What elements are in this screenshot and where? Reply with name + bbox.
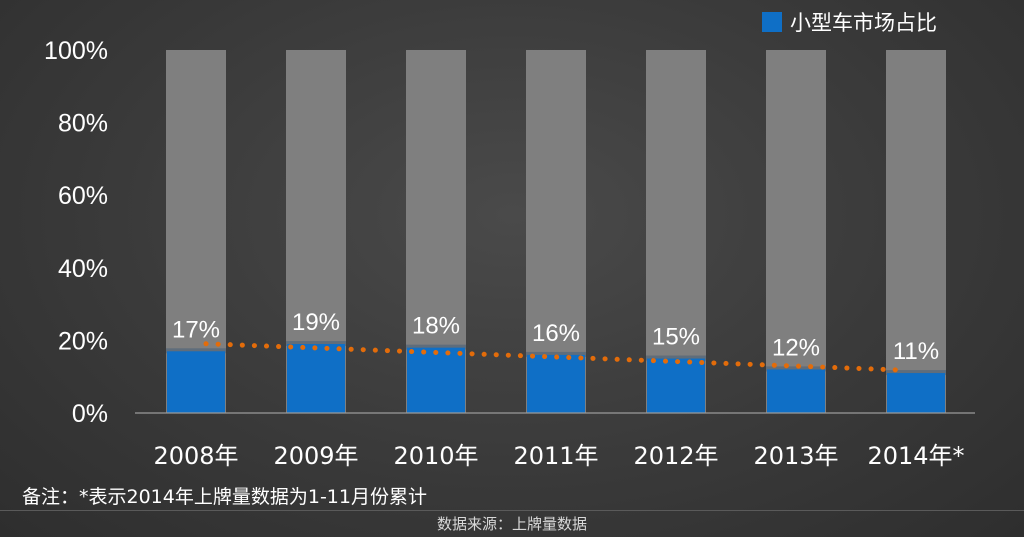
x-axis-ticks: 2008年 2009年 2010年 2011年 2012年 2013年 2014年* [153, 442, 964, 470]
x-tick-label: 2011年 [513, 442, 598, 470]
bar [407, 348, 465, 413]
bar [287, 344, 345, 413]
legend-label: 小型车市场占比 [790, 11, 937, 35]
bar [527, 355, 585, 413]
x-tick-label: 2010年 [393, 442, 478, 470]
y-tick-label: 100% [44, 37, 108, 65]
bar [887, 373, 945, 413]
x-tick-label: 2012年 [633, 442, 718, 470]
data-label: 17% [172, 316, 220, 343]
footnote: 备注：*表示2014年上牌量数据为1-11月份累计 [22, 482, 427, 509]
y-tick-label: 60% [58, 182, 108, 210]
footer-divider [0, 510, 1024, 511]
legend-swatch [762, 12, 782, 32]
data-source: 数据来源：上牌量数据 [0, 513, 1024, 534]
x-tick-label: 2009年 [273, 442, 358, 470]
x-tick-label: 2013年 [753, 442, 838, 470]
bar [167, 351, 225, 413]
bar [647, 359, 705, 413]
y-tick-label: 20% [58, 327, 108, 355]
y-axis-ticks: 0% 20% 40% 60% 80% 100% [44, 37, 108, 428]
x-tick-label: 2008年 [153, 442, 238, 470]
bar [767, 369, 825, 413]
data-label: 12% [772, 334, 820, 361]
legend: 小型车市场占比 [762, 11, 937, 35]
data-label: 18% [412, 313, 460, 340]
y-tick-label: 40% [58, 255, 108, 283]
x-tick-label: 2014年* [867, 442, 964, 470]
data-label: 19% [292, 309, 340, 336]
y-tick-label: 80% [58, 110, 108, 138]
data-label: 15% [652, 324, 700, 351]
y-tick-label: 0% [72, 400, 108, 428]
data-label: 11% [893, 338, 939, 365]
data-label: 16% [532, 320, 580, 347]
